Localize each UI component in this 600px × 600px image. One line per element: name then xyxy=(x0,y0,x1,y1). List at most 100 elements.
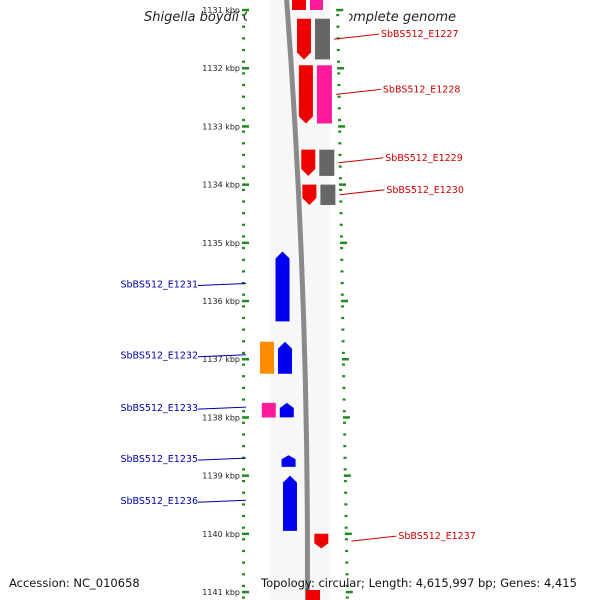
minor-tick-right xyxy=(344,538,348,541)
minor-tick-right xyxy=(340,293,344,296)
gene-features xyxy=(260,0,336,600)
gene-label: SbBS512_E1229 xyxy=(385,153,463,164)
label-leader-line xyxy=(197,499,247,503)
minor-tick-left xyxy=(242,596,245,599)
minor-tick-right xyxy=(345,549,349,553)
minor-tick-left xyxy=(242,153,245,156)
minor-tick-left xyxy=(242,328,245,331)
gene-block xyxy=(316,65,332,124)
gene-arrow xyxy=(275,251,290,322)
minor-tick-right xyxy=(336,25,340,28)
minor-tick-right xyxy=(342,363,345,366)
kbp-tick-label: 1135 kbp xyxy=(202,239,240,248)
minor-tick-left xyxy=(242,188,245,191)
gene-block xyxy=(310,0,323,10)
minor-tick-left xyxy=(242,305,245,308)
major-tick-left xyxy=(242,590,249,594)
gene-block xyxy=(320,184,336,205)
gene-arrow xyxy=(298,65,313,124)
minor-tick-right xyxy=(345,596,349,599)
minor-tick-left xyxy=(242,363,245,366)
minor-tick-right xyxy=(341,305,344,308)
minor-tick-left xyxy=(242,316,245,320)
minor-tick-left xyxy=(242,433,245,436)
gene-labels: SbBS512_E1227 SbBS512_E1228 SbBS512_E1229 S… xyxy=(120,29,475,542)
minor-tick-left xyxy=(242,235,245,238)
label-leader-line xyxy=(338,157,384,164)
gene-block xyxy=(261,402,276,418)
minor-tick-right xyxy=(345,561,349,564)
major-tick-left xyxy=(242,474,249,477)
minor-tick-left xyxy=(242,118,245,122)
minor-tick-right xyxy=(336,14,340,17)
gene-label: SbBS512_E1236 xyxy=(120,496,198,507)
minor-tick-left xyxy=(242,130,245,133)
minor-tick-right xyxy=(343,421,346,424)
minor-tick-right xyxy=(337,95,341,98)
minor-tick-left xyxy=(242,549,245,553)
gene-label: SbBS512_E1231 xyxy=(120,280,198,291)
major-tick-left xyxy=(242,416,249,419)
minor-tick-left xyxy=(242,538,245,541)
label-leader-line xyxy=(333,33,380,40)
minor-tick-right xyxy=(344,503,348,506)
major-tick-right xyxy=(336,8,344,12)
minor-tick-right xyxy=(338,165,342,168)
minor-tick-right xyxy=(339,188,343,191)
map-background xyxy=(247,0,349,600)
minor-tick-left xyxy=(242,584,245,587)
major-tick-right xyxy=(343,474,351,477)
minor-tick-left xyxy=(242,480,245,483)
gene-arrow xyxy=(283,475,298,531)
gene-arrow xyxy=(301,149,316,176)
major-tick-left xyxy=(242,241,249,245)
minor-tick-left xyxy=(242,410,245,413)
minor-tick-left xyxy=(242,177,245,180)
minor-tick-right xyxy=(340,258,344,261)
kbp-tick-label: 1136 kbp xyxy=(202,297,240,306)
gene-label: SbBS512_E1237 xyxy=(398,531,476,542)
minor-tick-right xyxy=(338,142,342,145)
minor-tick-right xyxy=(342,410,346,413)
gene-arrow xyxy=(292,0,306,10)
minor-tick-left xyxy=(242,60,245,63)
label-leader-line xyxy=(197,283,247,286)
backbone-curve xyxy=(284,0,310,600)
gene-arrow xyxy=(277,341,292,374)
kbp-tick-label: 1137 kbp xyxy=(202,355,240,364)
gene-block xyxy=(319,149,335,176)
major-tick-left xyxy=(242,67,249,70)
minor-tick-right xyxy=(339,212,343,215)
minor-tick-right xyxy=(344,514,348,518)
minor-tick-left xyxy=(242,293,245,296)
gene-block xyxy=(315,18,330,60)
accession-text: Accession: NC_010658 xyxy=(9,576,140,590)
gene-block xyxy=(260,341,274,374)
minor-tick-left xyxy=(242,200,245,203)
minor-tick-right xyxy=(342,386,346,389)
major-tick-right xyxy=(345,590,353,594)
major-tick-right xyxy=(337,67,345,70)
minor-tick-left xyxy=(242,421,245,424)
major-tick-right xyxy=(339,183,346,186)
label-leader-line xyxy=(197,406,247,410)
kbp-tick-marks: 1131 kbp 1132 kbp 1133 kbp 1134 kbp 1135 kbp… xyxy=(202,6,353,599)
major-tick-right xyxy=(341,358,349,361)
gene-arrow xyxy=(306,590,320,600)
minor-tick-left xyxy=(242,491,245,494)
minor-tick-right xyxy=(337,72,341,75)
minor-tick-left xyxy=(242,386,245,389)
minor-tick-right xyxy=(343,480,347,483)
minor-tick-left xyxy=(242,83,245,87)
kbp-tick-label: 1131 kbp xyxy=(202,6,240,15)
minor-tick-right xyxy=(344,491,348,494)
minor-tick-left xyxy=(242,573,245,576)
minor-tick-left xyxy=(242,223,245,226)
gene-label: SbBS512_E1233 xyxy=(120,403,198,414)
minor-tick-right xyxy=(344,526,348,529)
minor-tick-left xyxy=(242,398,245,401)
minor-tick-right xyxy=(342,375,346,378)
minor-tick-right xyxy=(341,328,345,331)
minor-tick-left xyxy=(242,142,245,145)
